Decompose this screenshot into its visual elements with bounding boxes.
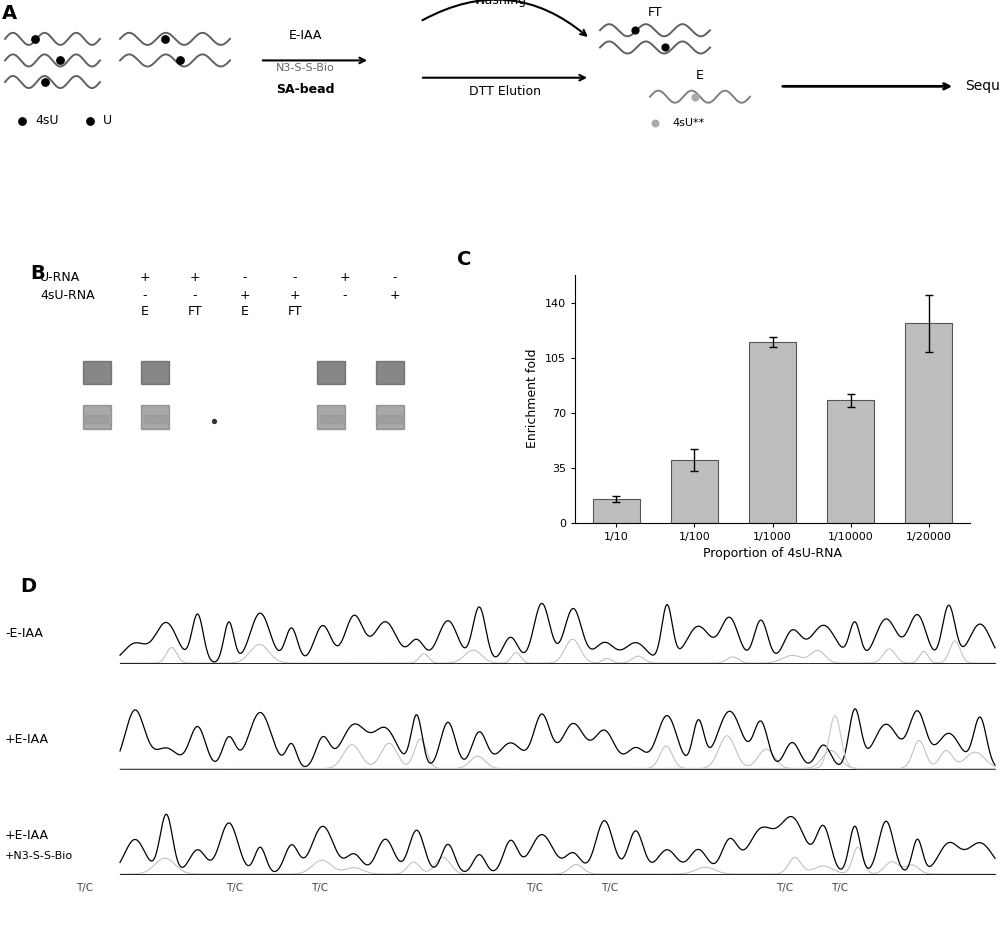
Text: 4sU-RNA: 4sU-RNA [40,289,95,302]
Text: FT: FT [648,6,662,18]
Point [14,114,30,129]
Point [687,90,703,105]
Bar [376,361,404,384]
Text: FT: FT [288,305,302,318]
Text: +: + [190,271,200,284]
Text: SA-bead: SA-bead [276,83,334,96]
Text: +N3-S-S-Bio: +N3-S-S-Bio [5,851,73,861]
Bar [376,405,404,428]
Point [157,31,173,46]
Text: D: D [20,577,36,596]
X-axis label: Proportion of 4sU-RNA: Proportion of 4sU-RNA [703,548,842,561]
Text: -: - [143,289,147,302]
Bar [320,415,343,423]
Text: T/C: T/C [226,882,244,893]
Text: N3-S-S-Bio: N3-S-S-Bio [276,63,334,73]
Point [27,31,43,46]
Text: E: E [241,305,249,318]
Text: E: E [696,69,704,82]
Bar [749,342,796,523]
Text: Washing: Washing [473,0,527,7]
Bar [905,324,952,523]
Point [206,413,222,428]
Text: +E-IAA: +E-IAA [5,829,49,842]
Text: -: - [193,289,197,302]
Text: 4sU**: 4sU** [672,117,704,128]
Text: U: U [103,115,112,128]
Text: Sequencing: Sequencing [965,80,1000,93]
Text: +: + [340,271,350,284]
Text: A: A [2,5,17,23]
Text: 4sU: 4sU [35,115,58,128]
Text: FT: FT [188,305,202,318]
Bar [827,401,874,523]
Bar [378,370,402,378]
Bar [593,500,640,523]
Bar [317,405,345,428]
Text: +: + [390,289,400,302]
Text: DTT Elution: DTT Elution [469,85,541,98]
Point [82,114,98,129]
Text: +E-IAA: +E-IAA [5,733,49,746]
Point [52,53,68,68]
Bar [144,415,167,423]
Text: B: B [30,264,45,283]
Text: T/C: T/C [311,882,329,893]
Bar [83,405,111,428]
Text: +: + [290,289,300,302]
Text: -: - [243,271,247,284]
Point [647,116,663,130]
Text: -: - [293,271,297,284]
Text: -E-IAA: -E-IAA [5,627,43,640]
Point [627,23,643,38]
Bar [141,361,169,384]
Bar [141,405,169,428]
Text: -: - [343,289,347,302]
Text: U-RNA: U-RNA [40,271,80,284]
Text: -: - [393,271,397,284]
Point [657,40,673,55]
Text: E: E [141,305,149,318]
Bar [85,370,108,378]
Text: T/C: T/C [601,882,619,893]
Text: +: + [240,289,250,302]
Text: T/C: T/C [526,882,544,893]
Text: T/C: T/C [831,882,849,893]
Bar [83,361,111,384]
Text: +: + [140,271,150,284]
Point [37,75,53,90]
Bar [317,361,345,384]
Bar [671,460,718,523]
Y-axis label: Enrichment fold: Enrichment fold [526,349,539,449]
Text: T/C: T/C [776,882,794,893]
Bar [320,370,343,378]
Bar [378,415,402,423]
Bar [85,415,108,423]
Text: T/C: T/C [76,882,94,893]
Point [172,53,188,68]
Text: C: C [456,250,471,269]
Text: E-IAA: E-IAA [288,29,322,42]
Bar [144,370,167,378]
